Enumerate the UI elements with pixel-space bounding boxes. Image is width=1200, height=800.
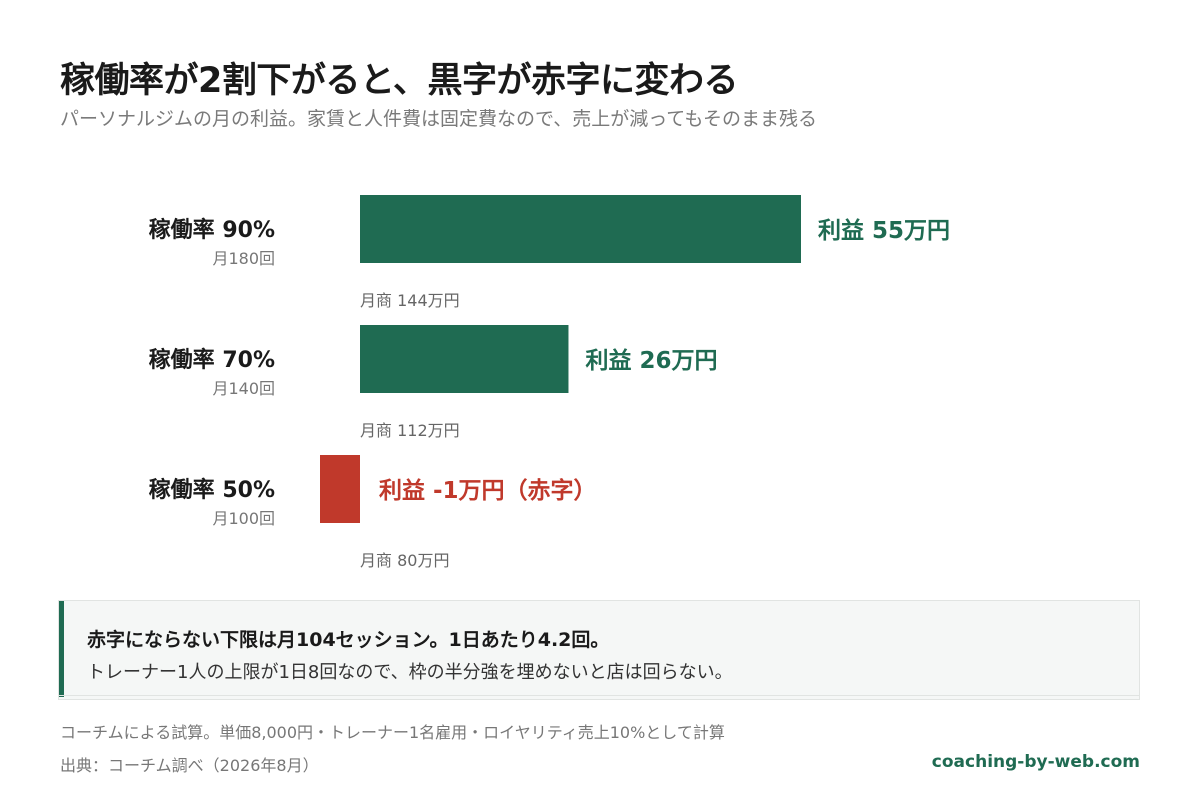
profit-value-label: 利益 26万円 xyxy=(585,347,717,374)
session-count-label: 月180回 xyxy=(212,249,275,268)
session-count-label: 月140回 xyxy=(212,379,275,398)
source-credit: 出典：コーチム調べ（2026年8月） xyxy=(60,756,319,775)
profit-value-label: 利益 55万円 xyxy=(818,217,950,244)
revenue-label: 月商 112万円 xyxy=(360,421,460,440)
profit-value-label: 利益 -1万円（赤字） xyxy=(379,477,597,504)
brand-link[interactable]: coaching-by-web.com xyxy=(931,752,1140,772)
chart-subtitle: パーソナルジムの月の利益。家賃と人件費は固定費なので、売上が減ってもそのまま残る xyxy=(60,108,817,130)
callout-detail: トレーナー1人の上限が1日8回なので、枠の半分強を埋めないと店は回らない。 xyxy=(87,662,733,683)
callout-headline: 赤字にならない下限は月104セッション。1日あたり4.2回。 xyxy=(87,629,610,651)
revenue-label: 月商 80万円 xyxy=(360,551,449,570)
callout-divider xyxy=(59,695,1139,696)
revenue-label: 月商 144万円 xyxy=(360,291,460,310)
loss-bar xyxy=(320,455,360,523)
profit-bar xyxy=(360,195,801,263)
breakeven-callout: 赤字にならない下限は月104セッション。1日あたり4.2回。 トレーナー1人の上… xyxy=(58,600,1140,700)
calculation-note: コーチムによる試算。単価8,000円・トレーナー1名雇用・ロイヤリティ売上10%… xyxy=(60,723,725,742)
profit-bar xyxy=(360,325,569,393)
chart-title: 稼働率が2割下がると、黒字が赤字に変わる xyxy=(60,61,738,101)
callout-accent-bar xyxy=(59,601,64,697)
category-label: 稼働率 70% xyxy=(149,347,275,373)
session-count-label: 月100回 xyxy=(212,509,275,528)
category-label: 稼働率 50% xyxy=(149,477,275,503)
category-label: 稼働率 90% xyxy=(149,217,275,243)
